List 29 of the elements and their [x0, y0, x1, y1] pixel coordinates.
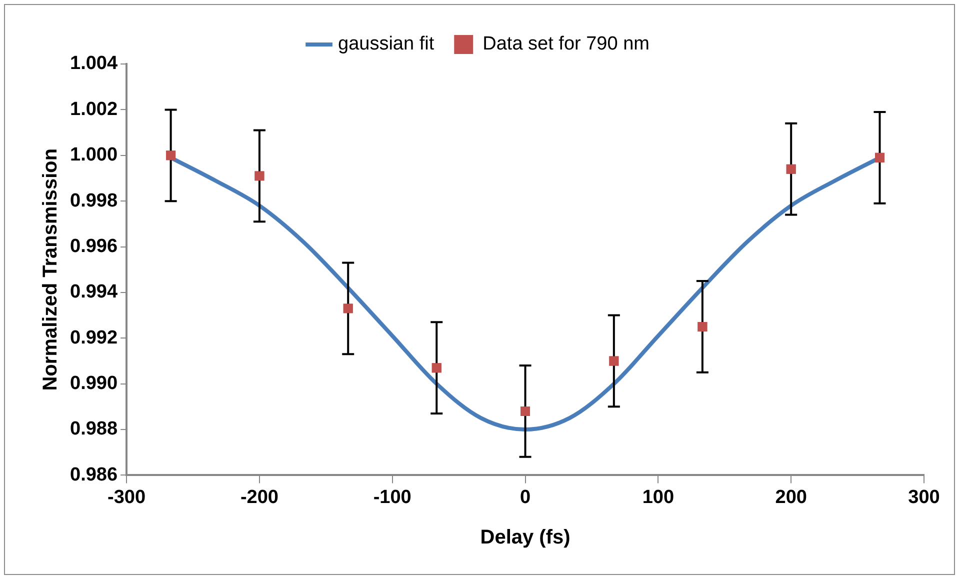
- point: [520, 406, 530, 416]
- x-tick-label: -300: [108, 486, 146, 508]
- point: [698, 322, 708, 332]
- y-tick-label: 1.002: [70, 98, 118, 120]
- legend-label: gaussian fit: [338, 34, 435, 55]
- y-tick-label: 0.990: [70, 373, 118, 394]
- x-tick-label: 200: [775, 486, 807, 508]
- y-tick-label: 0.998: [70, 190, 118, 212]
- y-tick-label: 0.986: [70, 464, 118, 486]
- x-axis-title: Delay (fs): [480, 526, 570, 549]
- x-tick-label: 0: [520, 486, 531, 508]
- legend-label: Data set for 790 nm: [482, 34, 650, 55]
- point: [254, 171, 264, 181]
- y-tick-label: 1.000: [70, 144, 118, 166]
- point: [432, 363, 442, 373]
- point: [343, 304, 353, 314]
- x-tick-label: -100: [373, 486, 412, 508]
- x-tick-label: 300: [908, 486, 940, 508]
- point: [609, 356, 619, 366]
- point: [786, 164, 796, 174]
- x-tick-label: 100: [642, 486, 674, 508]
- y-tick-label: 0.994: [70, 282, 118, 303]
- y-tick-label: 1.004: [70, 53, 118, 74]
- y-tick-label: 0.992: [70, 327, 118, 348]
- x-tick-label: -200: [240, 486, 278, 508]
- y-tick-label: 0.988: [70, 418, 118, 440]
- point: [166, 150, 176, 160]
- y-axis-title: Normalized Transmission: [40, 148, 62, 391]
- y-tick-label: 0.996: [70, 236, 118, 257]
